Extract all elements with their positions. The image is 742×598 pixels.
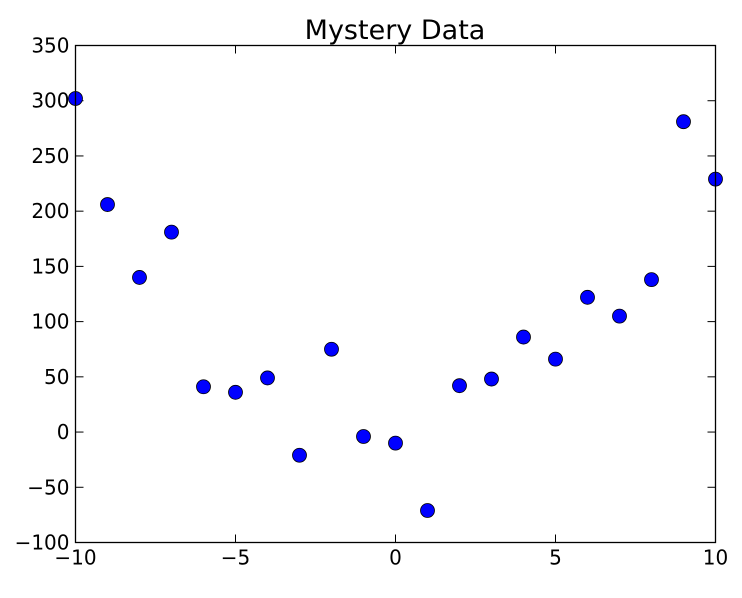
data-point: [580, 289, 595, 305]
y-tick-label: 200: [31, 199, 69, 223]
chart-title: Mystery Data: [305, 15, 486, 46]
y-tick-label: 150: [31, 254, 69, 278]
data-point: [292, 447, 307, 463]
data-point: [132, 270, 147, 285]
data-point: [516, 329, 531, 345]
x-tick-label: 10: [703, 546, 728, 570]
x-tick-label: −5: [221, 546, 250, 570]
x-tick-label: −10: [54, 546, 96, 570]
y-tick-label: 0: [57, 420, 70, 444]
y-tick-label: 250: [31, 144, 69, 168]
data-point: [388, 435, 403, 451]
data-point: [228, 384, 243, 400]
data-point: [676, 114, 691, 130]
x-tick-label: 0: [389, 546, 402, 570]
data-point: [484, 371, 499, 387]
data-point: [548, 351, 563, 367]
data-point: [196, 379, 211, 395]
data-point: [164, 224, 179, 240]
data-point: [612, 308, 627, 324]
data-point: [420, 503, 435, 518]
y-tick-label: 50: [44, 365, 69, 389]
data-point: [452, 378, 467, 394]
data-point: [356, 429, 371, 444]
data-point: [100, 197, 115, 212]
data-point: [644, 272, 659, 288]
y-tick-label: 300: [31, 89, 69, 113]
y-tick-label: 350: [31, 34, 69, 58]
points-layer: [68, 91, 723, 518]
data-point: [260, 370, 275, 386]
plot-frame: [74, 44, 717, 544]
y-tick-label: −50: [27, 475, 69, 499]
y-tick-label: −100: [15, 531, 70, 555]
data-point: [324, 341, 339, 357]
y-tick-label: 100: [31, 310, 69, 334]
x-tick-label: 5: [549, 546, 562, 570]
